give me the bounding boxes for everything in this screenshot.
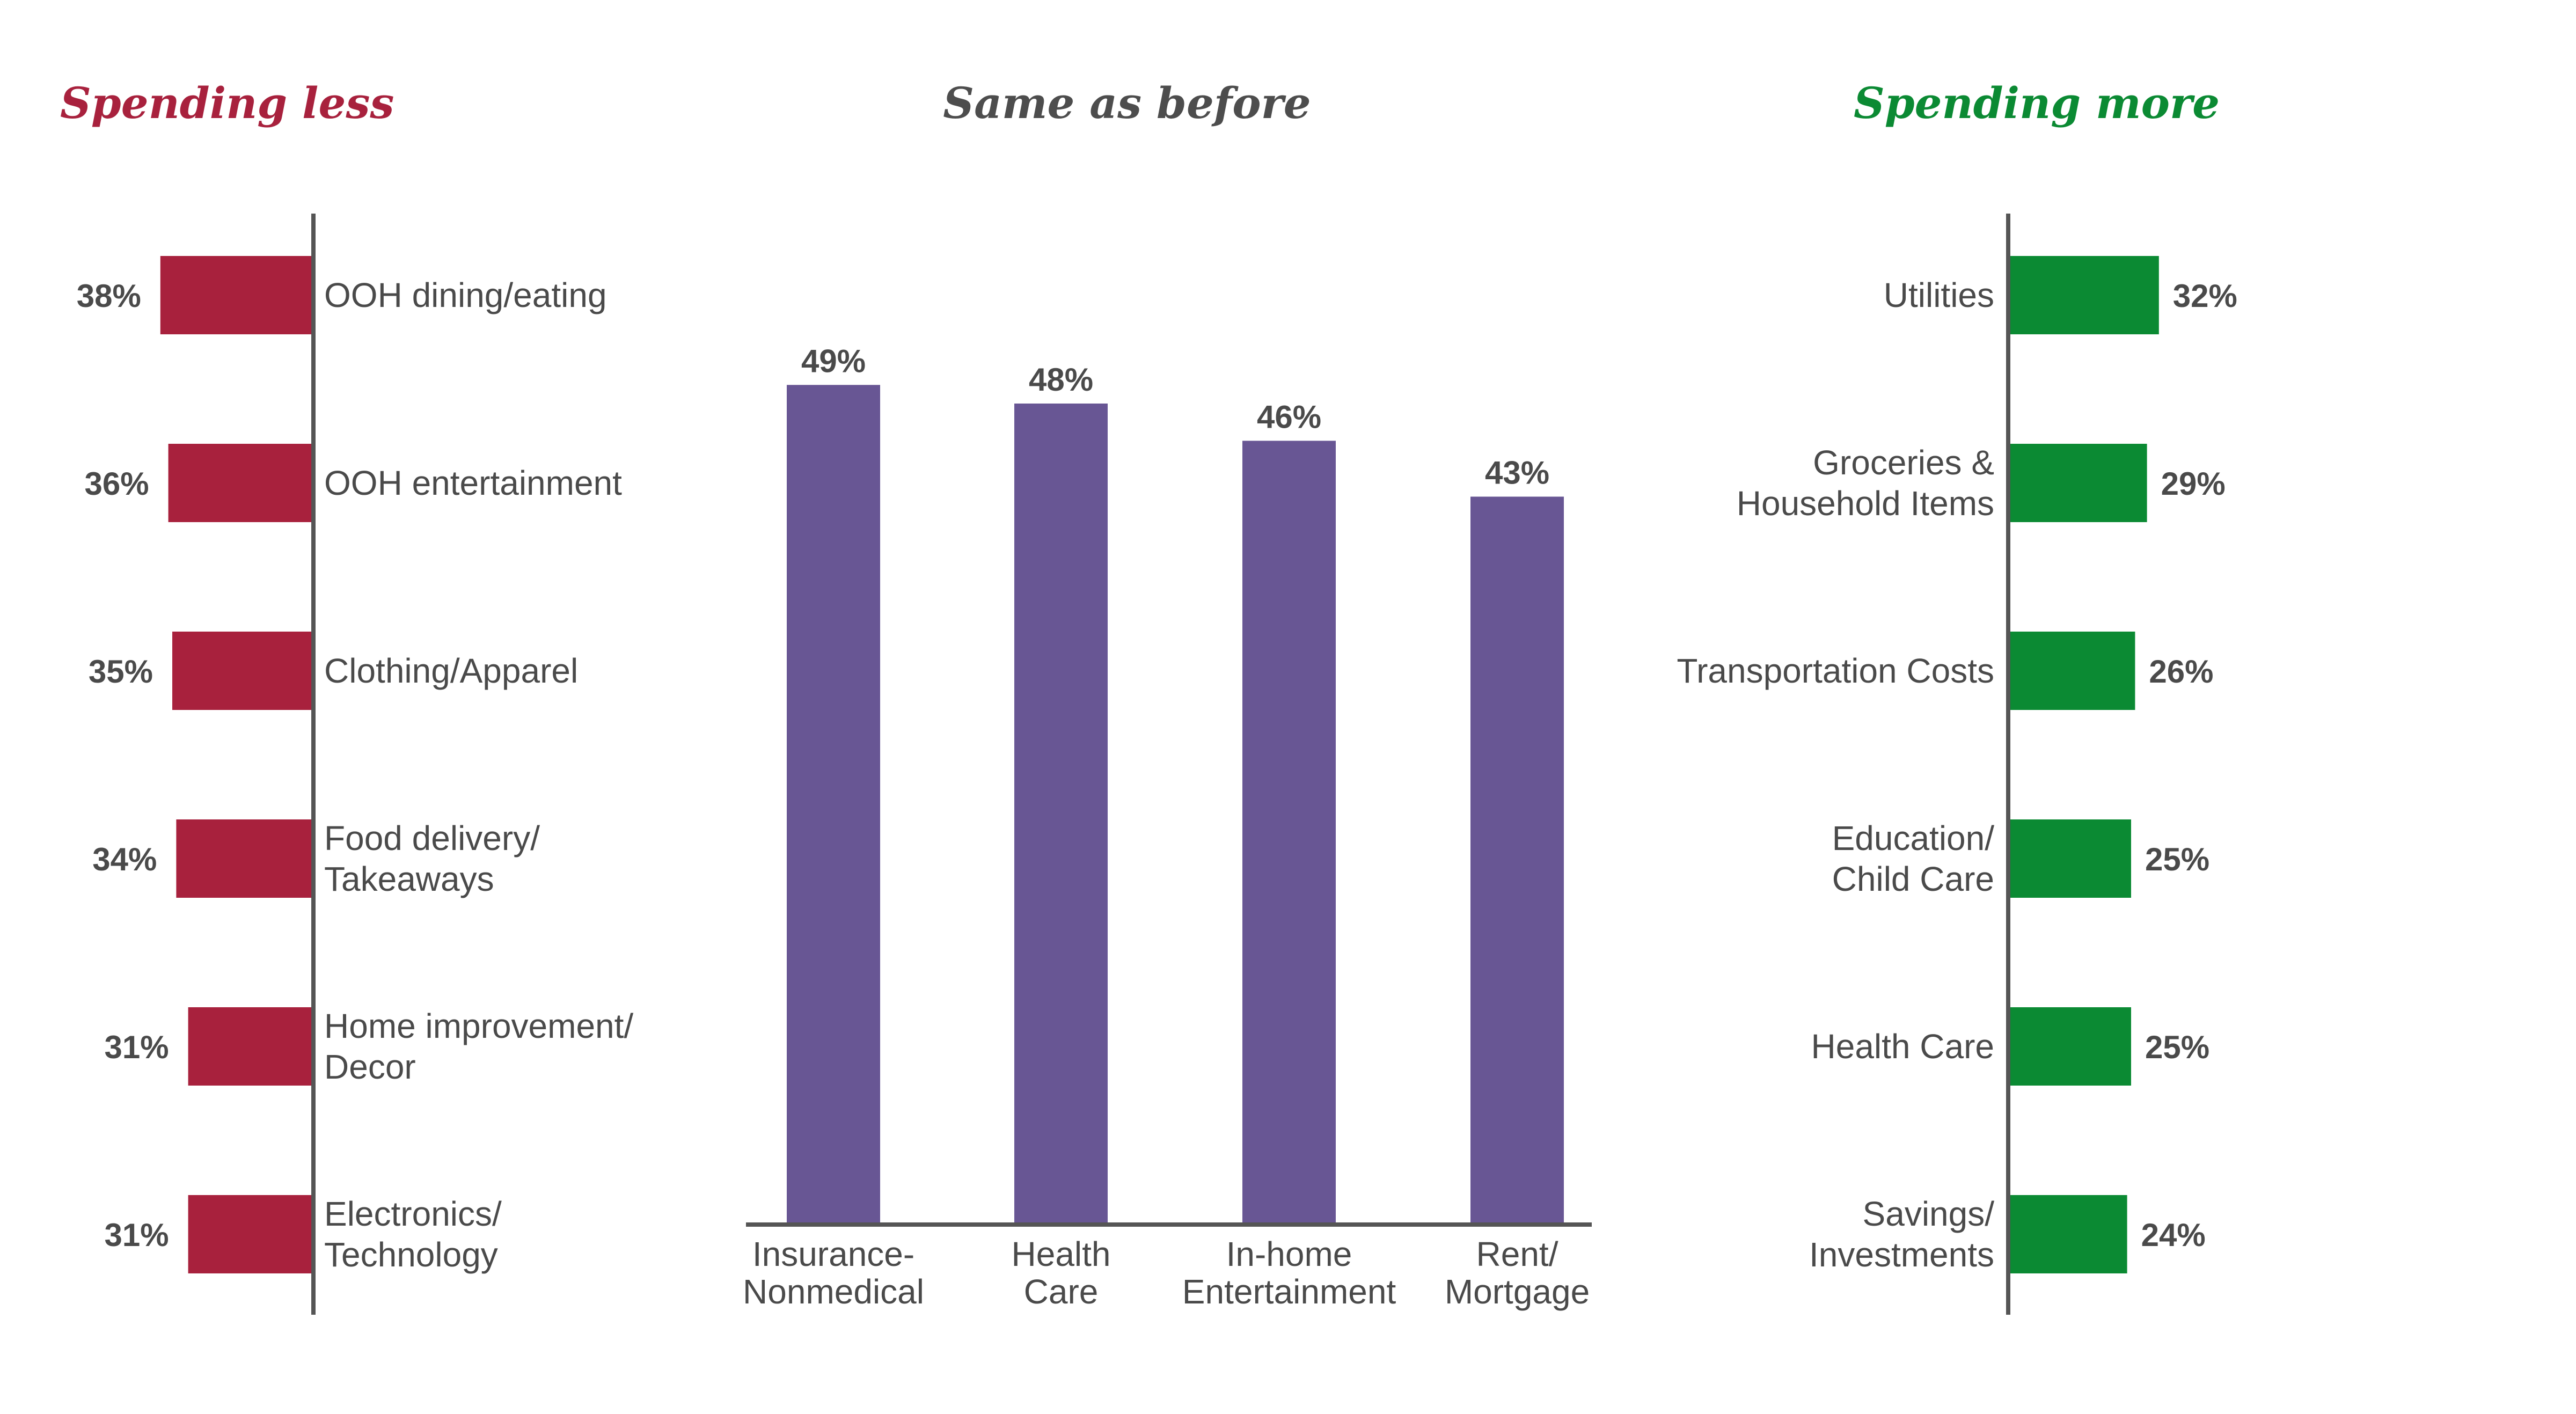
less-value-clothing-apparel: 35% <box>89 654 153 690</box>
same-label-in-home-entertainment-line: In-home <box>1226 1235 1352 1273</box>
same-bar-health-care <box>1014 404 1108 1222</box>
same-label-insurance-nonmedical-line: Nonmedical <box>743 1272 924 1311</box>
more-label-transportation-costs: Transportation Costs <box>1677 651 1994 690</box>
same-value-health-care: 48% <box>1029 362 1093 398</box>
less-label-home-improvement-decor: Home improvement/Decor <box>324 1007 633 1086</box>
more-label-utilities-line: Utilities <box>1884 276 1994 314</box>
less-label-ooh-entertainment-line: OOH entertainment <box>324 464 622 502</box>
less-value-home-improvement-decor: 31% <box>105 1029 169 1065</box>
less-value-ooh-dining-eating: 38% <box>77 278 141 314</box>
same-value-rent-mortgage: 43% <box>1485 455 1549 491</box>
same-bar-insurance-nonmedical <box>787 385 880 1222</box>
more-label-transportation-costs-line: Transportation Costs <box>1677 651 1994 690</box>
more-label-savings-investments-line: Investments <box>1809 1235 1994 1274</box>
same-as-before-chart: 49% Insurance-Nonmedical 48% Health Care 46% I… <box>743 343 1592 1311</box>
spending-less-chart: 38% OOH dining/eating 36% OOH entertainment… <box>77 214 633 1315</box>
less-value-food-delivery-takeaways: 34% <box>92 841 157 877</box>
less-label-ooh-dining-eating-line: OOH dining/eating <box>324 276 607 314</box>
less-label-electronics-technology-line: Electronics/ <box>324 1195 502 1233</box>
same-label-health-care-line: Health <box>1012 1235 1111 1273</box>
less-value-electronics-technology: 31% <box>105 1217 169 1253</box>
same-label-rent-mortgage-line: Mortgage <box>1445 1272 1590 1311</box>
less-label-food-delivery-takeaways-line: Takeaways <box>324 860 494 898</box>
more-value-savings-investments: 24% <box>2141 1217 2206 1253</box>
less-label-ooh-dining-eating: OOH dining/eating <box>324 276 607 314</box>
less-bar-electronics-technology <box>188 1195 311 1273</box>
more-label-education-child-care-line: Child Care <box>1832 860 1994 898</box>
more-label-education-child-care-line: Education/ <box>1832 819 1995 858</box>
more-label-groceries-household-items-line: Household Items <box>1737 484 1994 523</box>
less-label-ooh-entertainment: OOH entertainment <box>324 464 622 502</box>
same-label-health-care-line: Care <box>1024 1272 1099 1311</box>
more-bar-groceries-household-items <box>2010 444 2147 522</box>
more-label-education-child-care: Education/Child Care <box>1832 819 1995 898</box>
spending-more-chart: 32% Utilities 29% Groceries & Household Item… <box>1677 214 2237 1315</box>
more-label-health-care-line: Health Care <box>1811 1027 1995 1066</box>
same-value-insurance-nonmedical: 49% <box>801 343 866 379</box>
less-bar-ooh-dining-eating <box>160 256 311 334</box>
same-label-rent-mortgage: Rent/Mortgage <box>1445 1235 1590 1311</box>
same-label-insurance-nonmedical-line: Insurance- <box>752 1235 914 1273</box>
more-value-utilities: 32% <box>2173 278 2237 314</box>
more-bar-utilities <box>2010 256 2159 334</box>
more-label-savings-investments: Savings/Investments <box>1809 1195 1994 1274</box>
more-label-health-care: Health Care <box>1811 1027 1995 1066</box>
less-label-electronics-technology: Electronics/Technology <box>324 1195 502 1274</box>
less-label-home-improvement-decor-line: Decor <box>324 1047 416 1086</box>
less-label-clothing-apparel-line: Clothing/Apparel <box>324 651 578 690</box>
same-bar-in-home-entertainment <box>1242 441 1336 1222</box>
more-value-transportation-costs: 26% <box>2149 654 2213 690</box>
less-label-food-delivery-takeaways: Food delivery/Takeaways <box>324 819 540 898</box>
more-bar-health-care <box>2010 1007 2131 1086</box>
less-bar-ooh-entertainment <box>168 444 311 522</box>
same-bar-rent-mortgage <box>1470 496 1564 1222</box>
same-as-before-title: Same as before <box>943 78 1311 128</box>
less-bar-clothing-apparel <box>172 632 311 710</box>
more-label-savings-investments-line: Savings/ <box>1863 1195 1995 1233</box>
more-value-education-child-care: 25% <box>2145 841 2209 877</box>
less-bar-food-delivery-takeaways <box>176 819 311 898</box>
more-label-groceries-household-items: Groceries & Household Items <box>1737 443 1994 523</box>
same-label-insurance-nonmedical: Insurance-Nonmedical <box>743 1235 924 1311</box>
less-label-home-improvement-decor-line: Home improvement/ <box>324 1007 633 1045</box>
same-value-in-home-entertainment: 46% <box>1257 399 1321 435</box>
same-label-in-home-entertainment: In-home Entertainment <box>1182 1235 1396 1311</box>
spending-more-title: Spending more <box>1854 78 2220 128</box>
more-value-health-care: 25% <box>2145 1029 2209 1065</box>
same-label-health-care: Health Care <box>1012 1235 1111 1311</box>
more-bar-education-child-care <box>2010 819 2131 898</box>
more-value-groceries-household-items: 29% <box>2161 466 2226 502</box>
same-label-rent-mortgage-line: Rent/ <box>1476 1235 1558 1273</box>
less-value-ooh-entertainment: 36% <box>85 466 149 502</box>
more-bar-transportation-costs <box>2010 632 2135 710</box>
more-bar-savings-investments <box>2010 1195 2127 1273</box>
spending-less-title: Spending less <box>60 78 394 128</box>
more-label-groceries-household-items-line: Groceries & <box>1813 443 1994 482</box>
less-label-clothing-apparel: Clothing/Apparel <box>324 651 578 690</box>
less-bar-home-improvement-decor <box>188 1007 311 1086</box>
less-label-food-delivery-takeaways-line: Food delivery/ <box>324 819 540 858</box>
same-label-in-home-entertainment-line: Entertainment <box>1182 1272 1396 1311</box>
more-label-utilities: Utilities <box>1884 276 1994 314</box>
less-label-electronics-technology-line: Technology <box>324 1235 498 1274</box>
